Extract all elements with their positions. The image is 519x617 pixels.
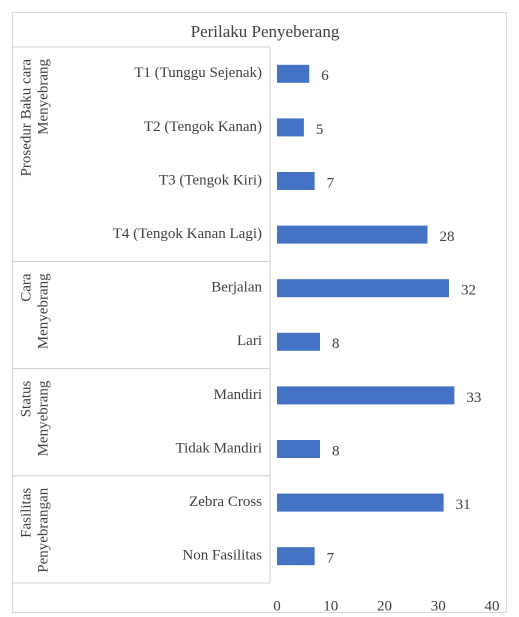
- bar: [277, 493, 444, 512]
- x-tick-label: 40: [485, 598, 500, 614]
- chart-title: Perilaku Penyeberang: [191, 22, 340, 41]
- y-tick-label: T4 (Tengok Kanan Lagi): [113, 226, 262, 242]
- data-label: 32: [461, 283, 476, 299]
- data-label: 5: [316, 122, 324, 138]
- data-label: 8: [332, 443, 340, 459]
- chart-frame: [12, 12, 507, 613]
- y-tick-label: T3 (Tengok Kiri): [159, 172, 262, 188]
- bar: [277, 225, 428, 244]
- data-label: 33: [466, 390, 481, 406]
- group-label: Menyebrang: [35, 380, 51, 456]
- bar: [277, 547, 315, 566]
- y-tick-label: Tidak Mandiri: [175, 440, 262, 456]
- bar: [277, 172, 315, 190]
- y-tick-label: Lari: [237, 333, 262, 349]
- group-label: Fasilitas: [18, 488, 34, 538]
- bar: [277, 386, 455, 405]
- data-label: 28: [440, 229, 455, 245]
- y-tick-label: Zebra Cross: [189, 494, 262, 510]
- group-label: Prosedur Baku cara: [18, 59, 34, 177]
- data-label: 7: [327, 551, 335, 567]
- data-label: 6: [321, 68, 329, 84]
- bar: [277, 332, 320, 351]
- group-label: Penyebrangan: [35, 487, 51, 572]
- data-label: 31: [456, 497, 471, 513]
- bar: [277, 118, 304, 137]
- data-label: 7: [327, 175, 335, 191]
- y-tick-label: Non Fasilitas: [182, 548, 262, 564]
- x-tick-label: 30: [431, 598, 446, 614]
- x-tick-label: 10: [323, 598, 338, 614]
- y-tick-label: Berjalan: [211, 280, 262, 296]
- bar: [277, 64, 310, 83]
- bar: [277, 440, 320, 458]
- y-tick-label: Mandiri: [214, 387, 262, 403]
- y-tick-label: T1 (Tunggu Sejenak): [134, 65, 262, 81]
- group-label: Menyebrang: [35, 59, 51, 135]
- group-label: Cara: [18, 273, 34, 302]
- data-label: 8: [332, 336, 340, 352]
- x-tick-label: 0: [273, 598, 281, 614]
- group-label: Menyebrang: [35, 273, 51, 349]
- group-label: Status: [18, 380, 34, 417]
- bar: [277, 279, 449, 298]
- y-tick-label: T2 (Tengok Kanan): [144, 119, 262, 135]
- x-tick-label: 20: [377, 598, 392, 614]
